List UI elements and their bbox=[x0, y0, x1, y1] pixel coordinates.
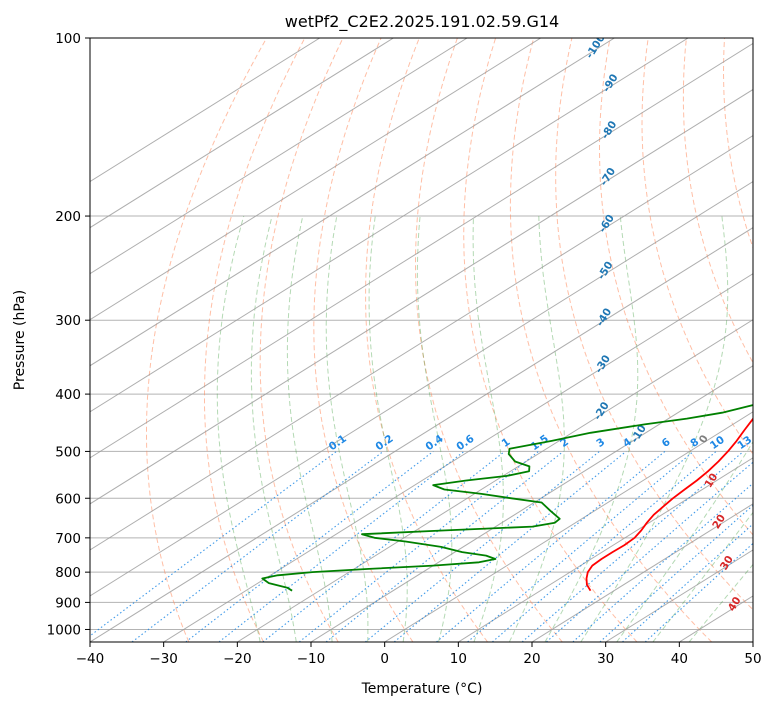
dry-adiabat-line bbox=[365, 38, 488, 642]
temperature-profile-line bbox=[585, 417, 753, 592]
x-axis-label: Temperature (°C) bbox=[361, 681, 483, 697]
isotherm-line bbox=[310, 365, 753, 642]
isotherm-line bbox=[90, 88, 753, 505]
mixing-ratio-line bbox=[131, 450, 384, 642]
isotherm-line bbox=[384, 411, 753, 642]
isotherm-line bbox=[90, 38, 689, 413]
background-lines bbox=[90, 38, 753, 642]
moist-adiabat-line bbox=[472, 215, 504, 642]
isotherm-line bbox=[90, 134, 753, 551]
moist-adiabat-line bbox=[416, 215, 453, 642]
y-tick-label: 300 bbox=[55, 313, 81, 329]
mixing-ratio-line bbox=[436, 450, 666, 642]
y-tick-label: 800 bbox=[55, 565, 81, 581]
plot-frame bbox=[89, 37, 754, 643]
dry-adiabat-line bbox=[204, 38, 306, 642]
dry-adiabat-line bbox=[146, 38, 268, 642]
x-tick-label: 20 bbox=[523, 651, 540, 667]
moist-adiabat-line bbox=[508, 215, 565, 642]
y-tick-label: 600 bbox=[55, 491, 81, 507]
y-tick-label: 100 bbox=[55, 31, 81, 47]
x-tick-label: −40 bbox=[76, 651, 105, 667]
moist-adiabat-line bbox=[286, 215, 333, 642]
isotherm-line bbox=[90, 38, 394, 229]
isotherm-line bbox=[531, 503, 753, 642]
mixing-ratio-line bbox=[325, 450, 564, 642]
moist-adiabat-line bbox=[325, 215, 369, 642]
x-tick-label: 30 bbox=[597, 651, 614, 667]
isotherm-line bbox=[90, 38, 320, 183]
y-tick-label: 900 bbox=[55, 595, 81, 611]
dry-adiabat-line bbox=[415, 38, 563, 642]
mixing-ratio-line bbox=[393, 450, 627, 642]
mixing-ratio-line bbox=[545, 461, 753, 642]
moist-adiabat-line bbox=[368, 215, 408, 642]
y-axis-label: Pressure (hPa) bbox=[12, 290, 28, 390]
moist-adiabat-line bbox=[250, 215, 297, 642]
isotherm-line bbox=[90, 227, 753, 642]
x-tick-label: −20 bbox=[223, 651, 252, 667]
x-tick-label: 10 bbox=[450, 651, 467, 667]
chart-title: wetPf2_C2E2.2025.191.02.59.G14 bbox=[285, 12, 559, 32]
y-tick-label: 700 bbox=[55, 531, 81, 547]
axis-ticks: −40 −30 −20 −10 0 10 20 30 40 50 100 200 300 400 500 60… bbox=[47, 31, 762, 667]
x-tick-label: 50 bbox=[744, 651, 761, 667]
mixing-ratio-line bbox=[364, 450, 600, 642]
moist-adiabat-line bbox=[616, 440, 753, 642]
mixing-ratio-line bbox=[467, 450, 694, 642]
mixing-ratio-line bbox=[521, 450, 744, 642]
isotherm-line bbox=[90, 38, 541, 321]
moist-adiabat-line bbox=[688, 563, 753, 642]
isotherm-line bbox=[163, 273, 753, 642]
profile-lines bbox=[261, 404, 753, 592]
x-tick-label: −10 bbox=[297, 651, 326, 667]
dry-adiabat-line bbox=[599, 38, 753, 536]
isotherm-line bbox=[458, 457, 753, 642]
mixing-ratio-label: 13 bbox=[735, 434, 754, 452]
x-tick-label: 40 bbox=[671, 651, 688, 667]
y-tick-label: 200 bbox=[55, 209, 81, 225]
dry-adiabat-line bbox=[555, 38, 753, 611]
isotherm-line bbox=[90, 42, 753, 459]
y-tick-label: 500 bbox=[55, 444, 81, 460]
mixing-ratio-line bbox=[185, 450, 434, 642]
x-tick-label: −30 bbox=[149, 651, 178, 667]
y-tick-label: 1000 bbox=[47, 622, 81, 638]
isotherm-line bbox=[90, 38, 468, 275]
isotherm-line bbox=[90, 38, 615, 367]
mixing-ratio-line bbox=[622, 523, 753, 642]
isotherm-line bbox=[90, 180, 753, 597]
mixing-ratio-line bbox=[599, 504, 753, 642]
dewpoint-profile-line bbox=[261, 404, 753, 592]
moist-adiabat-line bbox=[544, 215, 639, 642]
y-tick-label: 400 bbox=[55, 387, 81, 403]
x-tick-label: 0 bbox=[380, 651, 389, 667]
